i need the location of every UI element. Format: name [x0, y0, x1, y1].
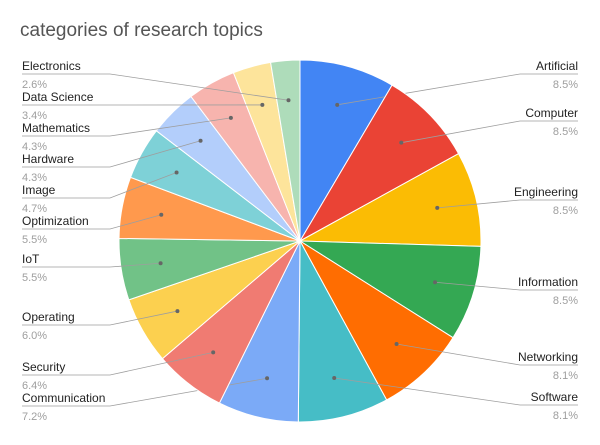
slice-percent-label: 8.5% [553, 295, 578, 307]
slice-percent-label: 8.1% [553, 370, 578, 382]
slice-percent-label: 4.3% [22, 172, 47, 184]
leader-dot [435, 205, 440, 210]
pie-slice-networking [298, 239, 454, 401]
leader-line [434, 281, 578, 291]
leader-dot [335, 102, 340, 107]
slice-label: Operating [22, 310, 75, 324]
leader-dot [394, 341, 399, 346]
leader-dot [286, 98, 291, 103]
slice-percent-label: 5.5% [22, 272, 47, 284]
leader-dot [159, 212, 164, 217]
leader-line [22, 351, 214, 376]
pie-slice-software [297, 239, 388, 423]
slice-label: Engineering [514, 185, 578, 199]
leader-dot [175, 309, 180, 314]
slice-percent-label: 5.5% [22, 234, 47, 246]
slice-percent-label: 4.7% [22, 203, 47, 215]
leader-line [22, 310, 178, 326]
slice-label: Mathematics [22, 121, 90, 135]
chart-title: categories of research topics [20, 20, 263, 41]
slice-label: IoT [22, 252, 40, 266]
pie-slice-artificial [299, 59, 393, 243]
slice-percent-label: 8.5% [553, 79, 578, 91]
pie-slice-electronics [270, 59, 301, 242]
slice-label: Data Science [22, 90, 94, 104]
leader-line [396, 343, 578, 366]
slice-percent-label: 8.5% [553, 205, 578, 217]
slice-percent-label: 2.6% [22, 79, 47, 91]
pie-slice-information [298, 240, 482, 339]
slice-percent-label: 4.3% [22, 141, 47, 153]
leader-dot [265, 376, 270, 381]
leader-dot [399, 140, 404, 145]
slice-label: Artificial [536, 59, 578, 73]
slice-label: Electronics [22, 59, 81, 73]
leader-line [22, 117, 231, 137]
leader-dot [198, 138, 203, 143]
slice-label: Hardware [22, 152, 74, 166]
leader-line [22, 172, 177, 199]
slice-label: Information [518, 275, 578, 289]
slice-label: Computer [525, 106, 578, 120]
leader-dot [228, 115, 233, 120]
slice-percent-label: 8.1% [553, 410, 578, 422]
leader-dot [433, 280, 438, 285]
pie-slice-engineering [298, 152, 482, 247]
slice-label: Image [22, 183, 56, 197]
leader-dot [174, 170, 179, 175]
leader-line [22, 140, 201, 168]
leader-dot [158, 261, 163, 266]
slice-label: Optimization [22, 214, 89, 228]
slice-label: Software [531, 390, 579, 404]
pie-slice-computer [298, 84, 460, 243]
slice-percent-label: 3.4% [22, 110, 47, 122]
slice-percent-label: 6.4% [22, 380, 47, 392]
leader-line [437, 199, 578, 209]
leader-dot [260, 102, 265, 107]
leader-dot [211, 350, 216, 355]
slice-percent-label: 8.5% [553, 126, 578, 138]
slice-percent-label: 6.0% [22, 330, 47, 342]
leader-line [334, 377, 578, 406]
slice-label: Security [22, 360, 65, 374]
leader-line [22, 214, 162, 230]
leader-dot [332, 375, 337, 380]
slice-label: Communication [22, 391, 105, 405]
leader-line [22, 262, 161, 268]
slice-label: Networking [518, 350, 578, 364]
slice-percent-label: 7.2% [22, 411, 47, 423]
leader-line [401, 120, 578, 144]
leader-line [22, 73, 289, 101]
